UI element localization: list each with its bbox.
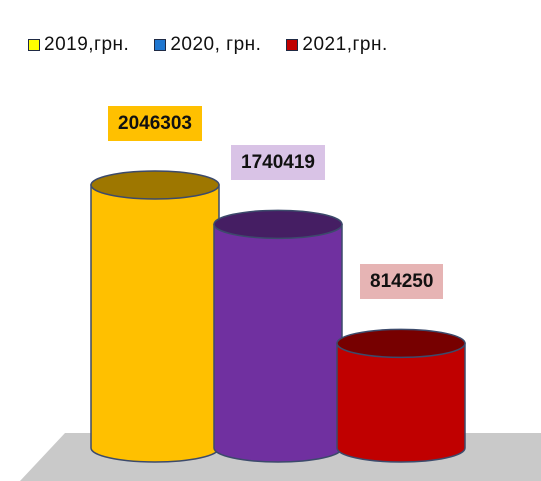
bar-3 <box>336 328 466 463</box>
legend-item-2021: 2021,грн. <box>286 34 387 56</box>
legend-label-2021: 2021,грн. <box>302 34 388 55</box>
bar-2 <box>213 209 343 463</box>
bar-body-3 <box>336 342 466 463</box>
data-label-1: 2046303 <box>108 106 202 141</box>
bar-body-1 <box>90 184 220 463</box>
legend-item-2019: 2019,грн. <box>28 34 129 56</box>
chart-legend: 2019,грн. 2020, грн. 2021,грн. <box>28 34 413 56</box>
legend-swatch-2021 <box>286 39 299 51</box>
bar-top-2 <box>213 209 343 240</box>
legend-item-2020: 2020, грн. <box>154 34 261 56</box>
bar-top-1 <box>90 170 220 200</box>
legend-label-2019: 2019,грн. <box>44 34 130 55</box>
bar-body-2 <box>213 223 343 463</box>
bar-1 <box>90 170 220 463</box>
legend-swatch-2019 <box>28 39 40 51</box>
data-label-2: 1740419 <box>231 145 325 180</box>
legend-label-2020: 2020, грн. <box>170 34 262 55</box>
bars-group <box>90 170 466 463</box>
legend-swatch-2020 <box>154 39 167 51</box>
bar-top-3 <box>336 328 466 359</box>
data-label-3: 814250 <box>360 264 444 299</box>
